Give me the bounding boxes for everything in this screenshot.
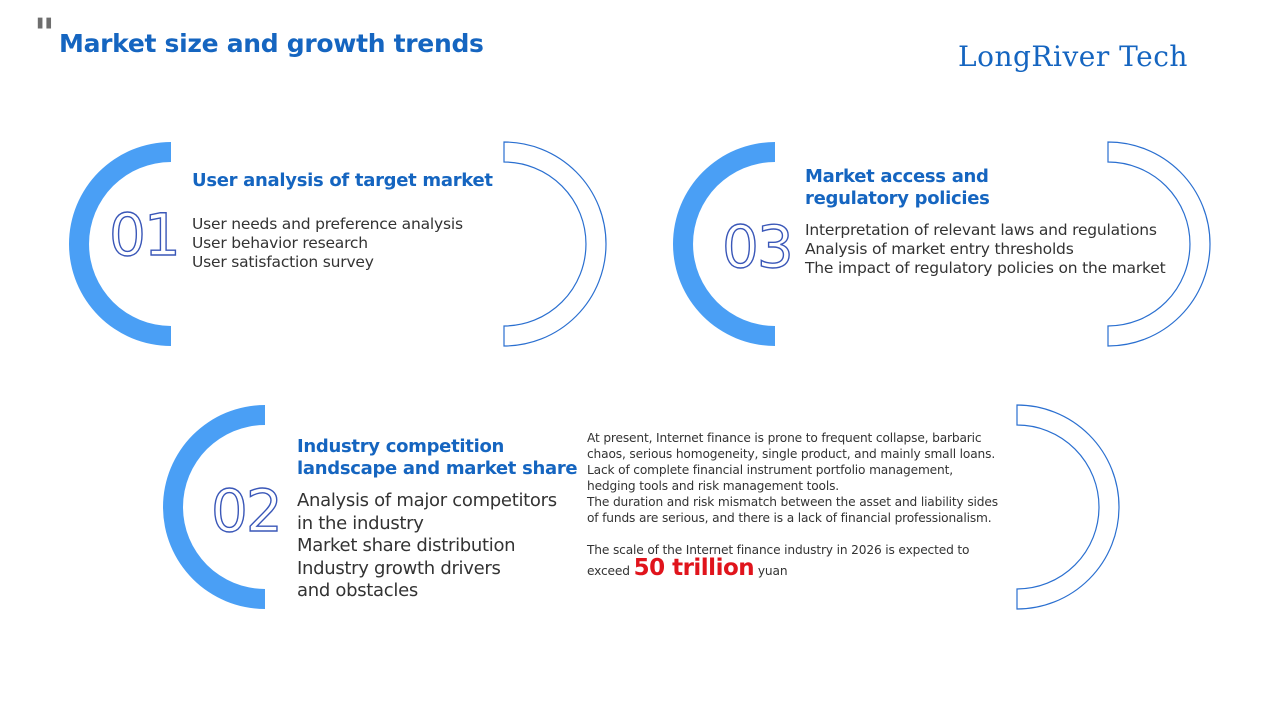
quote-mark-icon: " (34, 10, 55, 57)
list-item: User behavior research (192, 234, 368, 252)
forecast-value: 50 trillion (633, 555, 755, 581)
list-item: Analysis of market entry thresholds (805, 240, 1074, 258)
list-item: Interpretation of relevant laws and regu… (805, 221, 1157, 239)
section-items-02: Analysis of major competitors in the ind… (297, 490, 557, 603)
thick-arc-01 (69, 142, 171, 346)
forecast-line: The scale of the Internet finance indust… (587, 543, 970, 557)
note-line: of funds are serious, and there is a lac… (587, 511, 992, 525)
section-heading-01: User analysis of target market (192, 170, 493, 192)
page-title: Market size and growth trends (59, 29, 484, 58)
brand-logo-text: LongRiver Tech (958, 40, 1188, 73)
heading-line: landscape and market share (297, 458, 578, 479)
list-item: User satisfaction survey (192, 253, 374, 271)
heading-line: Market access and (805, 166, 989, 187)
section-heading-02: Industry competition landscape and marke… (297, 436, 578, 480)
section-number-01: 01 (108, 201, 181, 269)
thick-arc-02 (163, 405, 265, 609)
list-item: Industry growth drivers (297, 557, 501, 579)
thin-arc-03 (1107, 141, 1211, 347)
list-item: in the industry (297, 512, 424, 534)
heading-line: Industry competition (297, 436, 505, 457)
section-items-01: User needs and preference analysis User … (192, 215, 463, 272)
note-line: chaos, serious homogeneity, single produ… (587, 447, 996, 461)
note-line: hedging tools and risk management tools. (587, 479, 840, 493)
thin-arc-01 (503, 141, 607, 347)
note-line: The duration and risk mismatch between t… (587, 495, 998, 509)
thin-arc-02 (1016, 404, 1120, 610)
list-item: User needs and preference analysis (192, 215, 463, 233)
section-number-03: 03 (721, 213, 794, 281)
heading-line: regulatory policies (805, 188, 990, 209)
list-item: Analysis of major competitors (297, 490, 557, 511)
forecast-prefix: exceed (587, 564, 630, 578)
list-item: and obstacles (297, 580, 418, 601)
thick-arc-03 (673, 142, 775, 346)
forecast-value-line: exceed 50 trillion yuan (587, 557, 1027, 580)
section-number-02: 02 (210, 477, 283, 545)
section-items-03: Interpretation of relevant laws and regu… (805, 221, 1166, 278)
note-line: Lack of complete financial instrument po… (587, 463, 953, 477)
note-paragraph: At present, Internet finance is prone to… (587, 430, 1027, 580)
note-line: At present, Internet finance is prone to… (587, 431, 982, 445)
section-heading-03: Market access and regulatory policies (805, 166, 990, 210)
heading-line: User analysis of target market (192, 170, 493, 191)
list-item: The impact of regulatory policies on the… (805, 259, 1166, 277)
forecast-suffix: yuan (757, 564, 788, 578)
list-item: Market share distribution (297, 535, 516, 556)
